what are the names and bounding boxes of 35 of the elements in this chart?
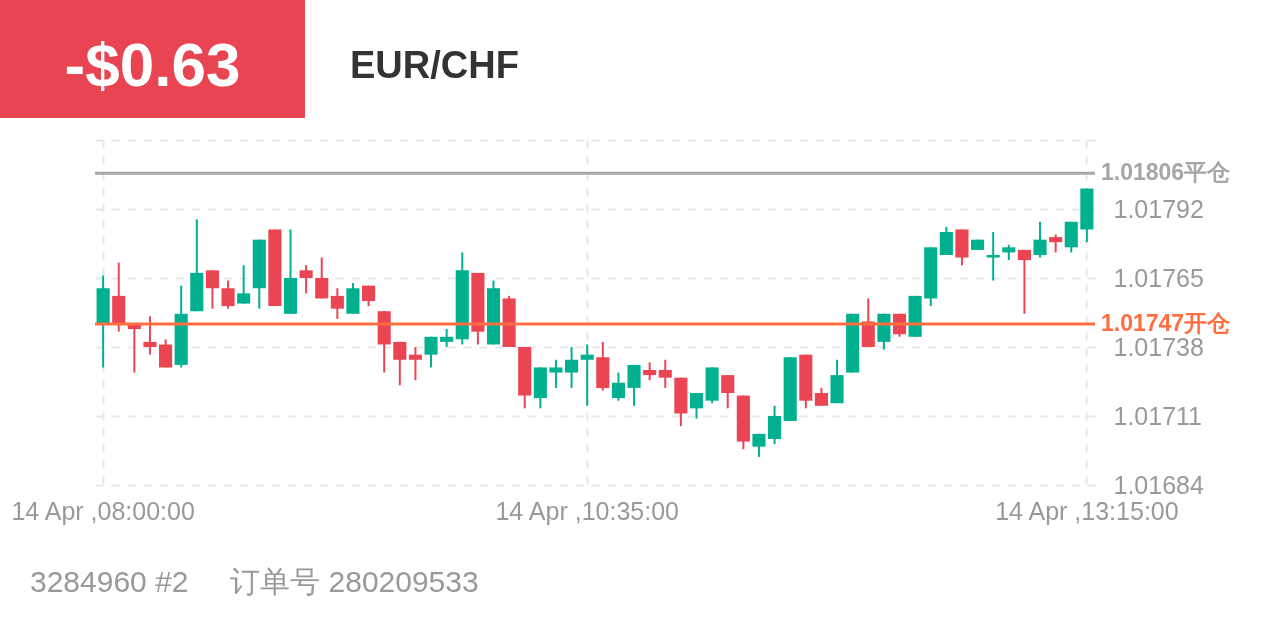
candlestick — [611, 371, 625, 402]
text: 3284960 #2 订单号 280209533 — [30, 565, 479, 598]
candlestick — [237, 264, 251, 305]
text: -$0.63 — [0, 0, 305, 128]
candlestick — [424, 335, 438, 369]
candlestick — [330, 287, 344, 320]
y-tick-label: 1.01792 — [1113, 194, 1204, 223]
candlestick — [221, 279, 235, 310]
y-tick-label: 1.01711 — [1113, 401, 1203, 430]
x-tick-label: 14 Apr ,10:35:00 — [495, 496, 679, 525]
candlestick — [159, 338, 173, 369]
candlestick — [1033, 220, 1047, 259]
candlestick — [721, 374, 735, 410]
candlestick — [143, 315, 157, 356]
y-tick-label: 1.01765 — [1113, 263, 1204, 292]
x-tick-label: 14 Apr ,08:00:00 — [11, 496, 195, 525]
candlestick — [1017, 248, 1031, 315]
candlestick — [658, 358, 672, 389]
candlestick — [939, 225, 953, 256]
chart-title: EUR/CHF — [350, 44, 519, 87]
candlestick — [549, 358, 563, 389]
candlestick — [986, 231, 1000, 282]
ref-line-label: 1.01806平仓 — [1101, 159, 1232, 186]
x-tick-label: 14 Apr ,13:15:00 — [995, 496, 1179, 525]
candlestick — [408, 346, 422, 382]
candlestick — [393, 340, 407, 387]
candlestick — [627, 363, 641, 407]
y-tick-label: 1.01684 — [1113, 470, 1204, 499]
candlestick — [205, 269, 219, 310]
candlestick — [565, 346, 579, 389]
candlestick — [580, 343, 594, 407]
candlestick — [299, 264, 313, 295]
candlestick — [315, 256, 329, 300]
candlestick — [689, 392, 704, 420]
candlestick — [768, 404, 782, 446]
